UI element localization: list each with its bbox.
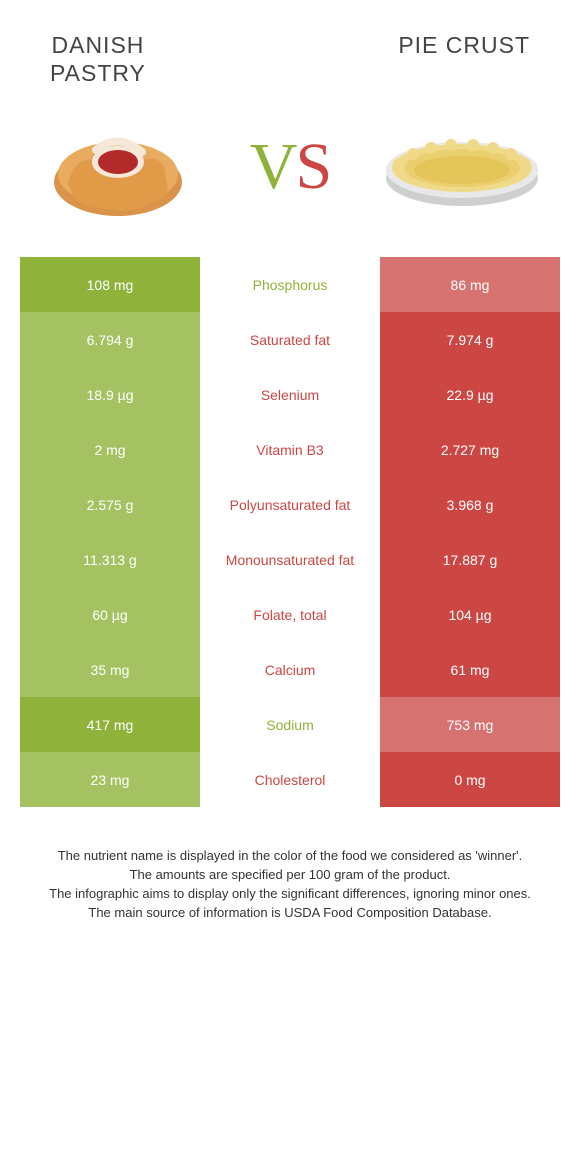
right-value: 2.727 mg: [380, 422, 560, 477]
nutrient-name: Monounsaturated fat: [200, 532, 380, 587]
table-row: 2.575 gPolyunsaturated fat3.968 g: [20, 477, 560, 532]
vs-label: VS: [250, 129, 330, 205]
right-value: 7.974 g: [380, 312, 560, 367]
left-value: 2 mg: [20, 422, 200, 477]
nutrient-name: Phosphorus: [200, 257, 380, 312]
nutrient-name: Polyunsaturated fat: [200, 477, 380, 532]
danish-pastry-icon: [30, 107, 205, 227]
nutrient-name: Selenium: [200, 367, 380, 422]
right-value: 61 mg: [380, 642, 560, 697]
right-value: 3.968 g: [380, 477, 560, 532]
left-value: 6.794 g: [20, 312, 200, 367]
table-row: 417 mgSodium753 mg: [20, 697, 560, 752]
left-value: 417 mg: [20, 697, 200, 752]
footer-line-2: The amounts are specified per 100 gram o…: [34, 866, 546, 885]
left-food-title: DANISH PASTRY: [50, 32, 146, 87]
right-value: 753 mg: [380, 697, 560, 752]
right-value: 104 µg: [380, 587, 560, 642]
footer-line-3: The infographic aims to display only the…: [34, 885, 546, 904]
table-row: 2 mgVitamin B32.727 mg: [20, 422, 560, 477]
nutrient-name: Sodium: [200, 697, 380, 752]
left-value: 60 µg: [20, 587, 200, 642]
images-row: VS: [0, 87, 580, 257]
right-value: 86 mg: [380, 257, 560, 312]
right-value: 0 mg: [380, 752, 560, 807]
nutrient-name: Saturated fat: [200, 312, 380, 367]
nutrient-name: Folate, total: [200, 587, 380, 642]
nutrient-name: Vitamin B3: [200, 422, 380, 477]
vs-s: S: [295, 130, 330, 203]
table-row: 108 mgPhosphorus86 mg: [20, 257, 560, 312]
table-row: 18.9 µgSelenium22.9 µg: [20, 367, 560, 422]
nutrient-name: Calcium: [200, 642, 380, 697]
left-value: 108 mg: [20, 257, 200, 312]
vs-v: V: [250, 130, 296, 203]
nutrient-table: 108 mgPhosphorus86 mg6.794 gSaturated fa…: [20, 257, 560, 807]
right-food-title: PIE CRUST: [398, 32, 530, 87]
footer-line-4: The main source of information is USDA F…: [34, 904, 546, 923]
left-value: 23 mg: [20, 752, 200, 807]
left-value: 35 mg: [20, 642, 200, 697]
footer-notes: The nutrient name is displayed in the co…: [0, 847, 580, 922]
table-row: 6.794 gSaturated fat7.974 g: [20, 312, 560, 367]
left-value: 18.9 µg: [20, 367, 200, 422]
nutrient-name: Cholesterol: [200, 752, 380, 807]
table-row: 35 mgCalcium61 mg: [20, 642, 560, 697]
table-row: 60 µgFolate, total104 µg: [20, 587, 560, 642]
right-value: 22.9 µg: [380, 367, 560, 422]
right-value: 17.887 g: [380, 532, 560, 587]
footer-line-1: The nutrient name is displayed in the co…: [34, 847, 546, 866]
table-row: 23 mgCholesterol0 mg: [20, 752, 560, 807]
left-value: 2.575 g: [20, 477, 200, 532]
left-value: 11.313 g: [20, 532, 200, 587]
header: DANISH PASTRY PIE CRUST: [0, 0, 580, 87]
pie-crust-icon: [375, 107, 550, 227]
table-row: 11.313 gMonounsaturated fat17.887 g: [20, 532, 560, 587]
